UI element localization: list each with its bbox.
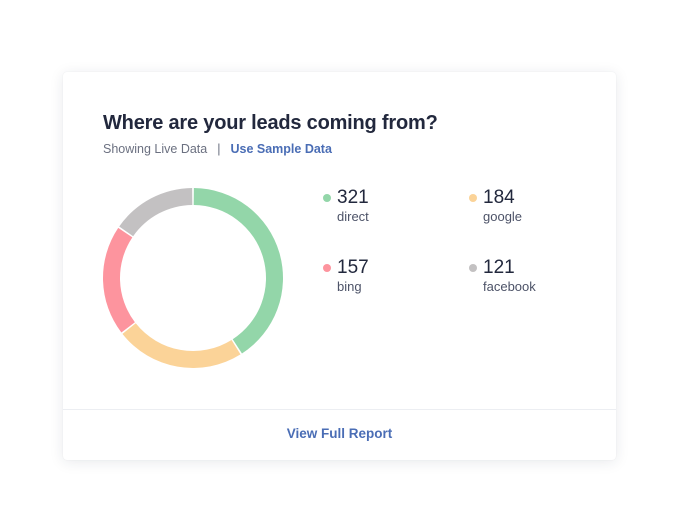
view-full-report-link[interactable]: View Full Report xyxy=(286,426,393,441)
bing-color-dot xyxy=(323,264,331,272)
leads-donut-chart xyxy=(102,188,283,368)
footer-divider xyxy=(63,409,616,410)
donut-slice-direct xyxy=(193,188,283,354)
google-color-dot xyxy=(469,194,477,202)
facebook-color-dot xyxy=(469,264,477,272)
live-data-status: Showing Live Data xyxy=(103,142,208,156)
separator: | xyxy=(217,142,221,156)
bing-label: bing xyxy=(337,279,362,294)
card-title: Where are your leads coming from? xyxy=(103,112,438,134)
use-sample-data-link[interactable]: Use Sample Data xyxy=(230,142,332,156)
google-count: 184 xyxy=(483,187,515,208)
facebook-label: facebook xyxy=(483,279,536,294)
donut-slice-bing xyxy=(102,227,135,333)
google-label: google xyxy=(483,209,523,224)
direct-color-dot xyxy=(323,194,331,202)
donut-slice-facebook xyxy=(119,188,193,237)
facebook-count: 121 xyxy=(483,257,515,278)
data-source-line: Showing Live Data | Use Sample Data xyxy=(103,142,332,156)
leads-card: Where are your leads coming from? Showin… xyxy=(63,72,616,460)
bing-count: 157 xyxy=(337,257,369,278)
direct-label: direct xyxy=(337,209,369,224)
legend-item-google: 184 google xyxy=(469,187,589,225)
legend-item-direct: 321 direct xyxy=(323,187,443,225)
donut-slice-google xyxy=(122,323,241,368)
legend-item-facebook: 121 facebook xyxy=(469,257,589,295)
direct-count: 321 xyxy=(337,187,369,208)
legend-item-bing: 157 bing xyxy=(323,257,443,295)
